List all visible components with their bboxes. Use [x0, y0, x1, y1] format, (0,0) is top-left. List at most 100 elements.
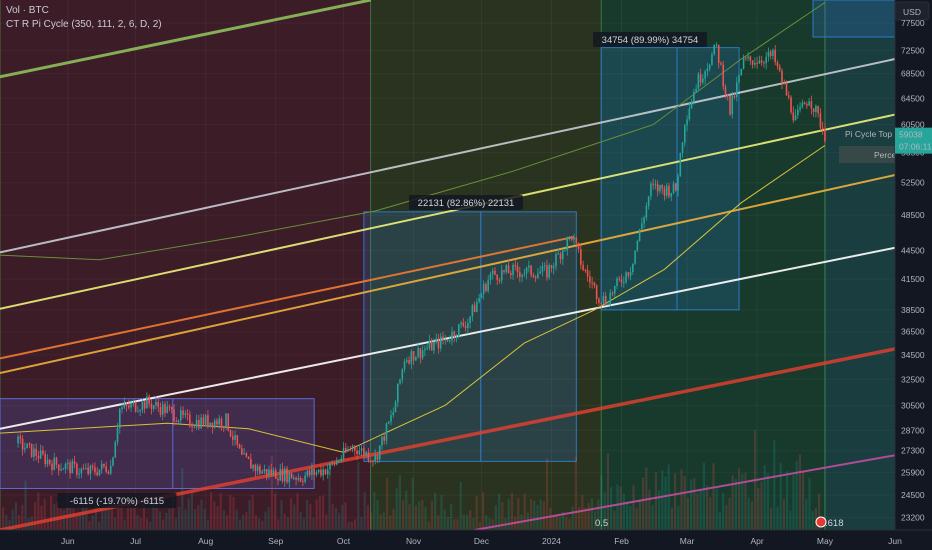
candle-body — [347, 449, 349, 452]
candle-body — [435, 338, 437, 343]
volume-bar — [664, 476, 667, 530]
candle-body — [625, 272, 627, 283]
candle-body — [213, 420, 216, 428]
candle-body — [73, 461, 76, 464]
candle-body — [130, 403, 132, 408]
candle-body — [322, 469, 324, 476]
volume-bar — [267, 507, 270, 530]
candle-body — [485, 284, 487, 292]
volume-bar — [635, 508, 638, 530]
candle-body — [207, 415, 209, 427]
volume-bar — [770, 507, 773, 530]
candle-body — [71, 461, 74, 474]
time-tick-label: May — [817, 536, 834, 546]
zone-green — [601, 0, 825, 530]
candle-body — [335, 460, 338, 465]
volume-bar — [763, 465, 766, 530]
volume-bar — [120, 497, 123, 530]
candle-body — [552, 266, 555, 269]
candle-body — [354, 445, 356, 451]
volume-bar — [242, 514, 245, 530]
candle-body — [426, 347, 428, 350]
volume-bar — [299, 511, 302, 530]
time-tick-label: Aug — [198, 536, 213, 546]
volume-bar — [232, 497, 235, 530]
candle-body — [557, 253, 560, 255]
price-range-box — [363, 211, 577, 462]
candle-body — [245, 453, 248, 457]
candle-body — [288, 473, 291, 483]
candle-body — [598, 298, 600, 303]
channel-line — [474, 454, 896, 531]
volume-bar — [683, 476, 686, 530]
volume-bar — [56, 502, 59, 530]
candle-body — [286, 468, 288, 483]
candle-body — [471, 305, 474, 317]
volume-bar — [626, 501, 629, 530]
candle-body — [654, 184, 657, 186]
candle-body — [453, 331, 456, 338]
volume-bar — [338, 512, 341, 530]
candle-body — [424, 349, 426, 351]
price-tick-label: 32500 — [901, 374, 925, 384]
volume-bar — [133, 507, 136, 530]
candle-body — [797, 109, 799, 116]
candle-body — [317, 469, 320, 473]
candle-body — [198, 419, 200, 429]
candle-body — [399, 379, 401, 384]
candle-body — [634, 250, 636, 264]
candle-body — [774, 49, 777, 63]
candle-body — [451, 331, 453, 341]
volume-bar — [248, 499, 251, 530]
volume-bar — [392, 508, 395, 530]
candle-body — [152, 405, 155, 409]
candle-body — [225, 413, 227, 427]
candle-body — [688, 108, 691, 120]
channel-line — [0, 235, 575, 360]
volume-bar — [437, 515, 440, 530]
volume-bar — [603, 492, 606, 530]
candle-body — [751, 60, 754, 65]
time-tick-label: Nov — [406, 536, 422, 546]
legend-indicator[interactable]: CT R Pi Cycle (350, 111, 2, 6, D, 2) — [6, 19, 162, 30]
candle-body — [173, 409, 175, 421]
candle-body — [726, 94, 729, 96]
candle-body — [674, 183, 677, 191]
volume-bar — [181, 468, 184, 530]
candle-body — [448, 340, 451, 342]
candle-body — [573, 237, 575, 240]
volume-bar — [667, 464, 670, 530]
candle-body — [602, 296, 605, 304]
legend-symbol[interactable]: Vol · BTC — [6, 5, 49, 16]
volume-bar — [744, 472, 747, 530]
pi-cycle-label: Pi Cycle Top Cro — [845, 129, 908, 139]
candle-body — [677, 176, 679, 191]
volume-bar — [341, 504, 344, 530]
volume-bar — [34, 501, 37, 530]
candle-body — [735, 82, 738, 97]
candle-body — [650, 183, 652, 197]
volume-bar — [430, 500, 433, 530]
volume-bar — [139, 517, 142, 530]
price-tick-label: 27300 — [901, 446, 925, 456]
candle-body — [157, 402, 160, 408]
volume-bar — [149, 521, 152, 530]
volume-bar — [322, 495, 325, 530]
candle-body — [53, 457, 56, 471]
candle-body — [801, 102, 804, 108]
candle-body — [724, 86, 727, 95]
candle-body — [234, 435, 236, 440]
event-marker-icon — [815, 516, 827, 528]
volume-bar — [274, 493, 277, 530]
volume-bar — [619, 486, 622, 530]
volume-bar — [507, 499, 510, 530]
candle-body — [546, 265, 548, 278]
volume-bar — [648, 489, 651, 530]
time-tick-label: Sep — [268, 536, 283, 546]
volume-bar — [555, 514, 558, 530]
volume-bar — [69, 507, 72, 530]
candle-body — [519, 272, 521, 277]
candle-body — [785, 83, 788, 96]
candle-body — [760, 60, 763, 63]
